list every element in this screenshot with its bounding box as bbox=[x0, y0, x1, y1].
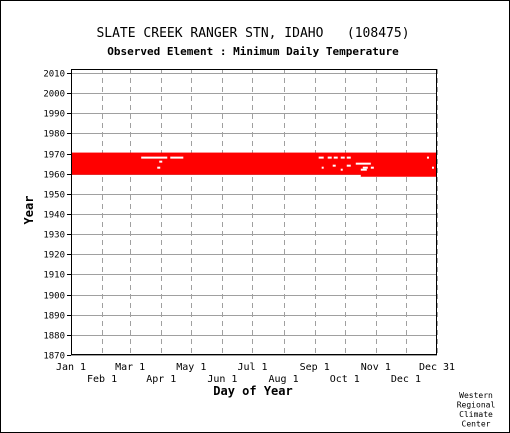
missing-segment bbox=[333, 156, 338, 159]
y-tick-label: 1940 bbox=[43, 211, 65, 221]
plot-background bbox=[71, 69, 437, 355]
y-tick-label: 1900 bbox=[43, 292, 65, 302]
missing-segment bbox=[327, 156, 332, 159]
chart-title: SLATE CREEK RANGER STN, IDAHO (108475) bbox=[96, 26, 409, 41]
missing-segment bbox=[332, 164, 336, 167]
y-tick-label: 1870 bbox=[43, 352, 65, 362]
missing-segment bbox=[141, 156, 168, 159]
x-tick-label: Jul 1 bbox=[237, 362, 267, 373]
y-tick-label: 1990 bbox=[43, 110, 65, 120]
missing-segment bbox=[355, 162, 371, 165]
y-tick-label: 2000 bbox=[43, 90, 65, 100]
missing-segment bbox=[346, 156, 351, 159]
x-tick-label: May 1 bbox=[176, 362, 206, 373]
y-tick-label: 1920 bbox=[43, 251, 65, 261]
x-tick-label: Apr 1 bbox=[146, 374, 176, 385]
y-tick-label: 1890 bbox=[43, 312, 65, 322]
plot-area: 1870 1880 1890 1900 1910 1920 1930 1940 1950 1960… bbox=[43, 69, 455, 385]
missing-segment bbox=[318, 156, 324, 159]
missing-segment bbox=[426, 156, 429, 159]
missing-segment bbox=[340, 168, 343, 171]
x-tick-label: Aug 1 bbox=[269, 374, 299, 385]
y-axis-label: Year bbox=[22, 196, 36, 225]
credit-line: Western bbox=[459, 391, 493, 400]
x-tick-label: Oct 1 bbox=[330, 374, 360, 385]
missing-segment bbox=[159, 160, 163, 163]
y-tick-label: 1960 bbox=[43, 171, 65, 181]
missing-segment bbox=[360, 168, 367, 171]
credit-line: Climate bbox=[459, 410, 493, 419]
missing-segment bbox=[346, 164, 351, 167]
y-tick-label: 1910 bbox=[43, 271, 65, 281]
observed-range bbox=[71, 152, 437, 175]
x-tick-label: Jan 1 bbox=[56, 362, 86, 373]
x-tick-label: Jun 1 bbox=[207, 374, 237, 385]
x-tick-label: Dec 1 bbox=[391, 374, 421, 385]
missing-segment bbox=[170, 156, 184, 159]
y-tick-label: 1980 bbox=[43, 130, 65, 140]
plot-border bbox=[71, 69, 437, 355]
missing-segment bbox=[340, 156, 345, 159]
x-tick-label: Nov 1 bbox=[361, 362, 391, 373]
x-tick-label: Sep 1 bbox=[300, 362, 330, 373]
y-tick-label: 1950 bbox=[43, 191, 65, 201]
y-tick-label: 1970 bbox=[43, 151, 65, 161]
missing-segment bbox=[321, 166, 324, 169]
y-tick-label: 1880 bbox=[43, 332, 65, 342]
missing-segment bbox=[431, 166, 434, 169]
missing-segment bbox=[157, 166, 161, 169]
y-tick-label: 1930 bbox=[43, 231, 65, 241]
x-tick-label: Mar 1 bbox=[115, 362, 145, 373]
chart-subtitle: Observed Element : Minimum Daily Tempera… bbox=[107, 45, 399, 58]
missing-segment bbox=[370, 166, 374, 169]
credit-line: Center bbox=[462, 420, 491, 429]
y-tick-label: 2010 bbox=[43, 70, 65, 80]
observed-range bbox=[360, 172, 437, 177]
missing-segment bbox=[362, 166, 368, 169]
x-tick-label: Feb 1 bbox=[87, 374, 117, 385]
credit-line: Regional bbox=[457, 401, 496, 410]
x-axis-label: Day of Year bbox=[213, 384, 292, 398]
x-tick-label: Dec 31 bbox=[419, 362, 455, 373]
